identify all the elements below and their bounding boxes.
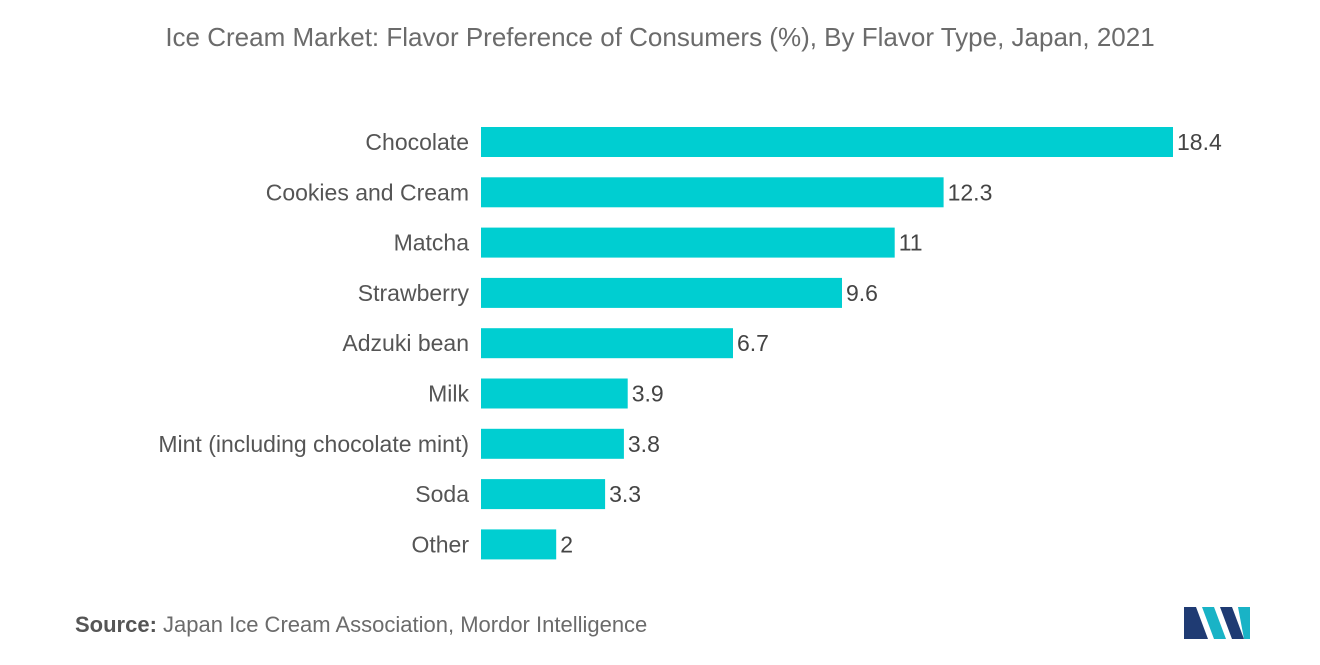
bar-matcha	[481, 227, 895, 258]
chart-title: Ice Cream Market: Flavor Preference of C…	[165, 22, 1155, 52]
value-label: 2	[560, 531, 573, 557]
bar-strawberry	[481, 277, 842, 308]
bar-soda	[481, 479, 606, 510]
category-label: Milk	[428, 381, 469, 407]
value-label: 12.3	[948, 179, 993, 205]
bar-chocolate	[481, 127, 1173, 157]
value-label: 11	[899, 230, 923, 256]
logo-shape-right-accent	[1220, 607, 1244, 639]
value-label: 3.8	[628, 431, 660, 457]
mordor-intelligence-logo-icon	[1184, 607, 1250, 639]
value-label: 3.3	[609, 481, 641, 507]
bar-chart: Chocolate Cookies and Cream Matcha Strawber…	[158, 127, 1222, 560]
bar-adzuki-bean	[481, 328, 733, 359]
source-note: Source: Japan Ice Cream Association, Mor…	[75, 612, 647, 638]
value-label: 9.6	[846, 280, 878, 306]
source-text: Japan Ice Cream Association, Mordor Inte…	[163, 612, 648, 637]
logo-shape-right	[1238, 607, 1250, 639]
logo-shape-mid	[1202, 607, 1226, 639]
category-label: Other	[411, 531, 469, 557]
category-label: Matcha	[394, 230, 470, 256]
category-label: Adzuki bean	[342, 330, 469, 356]
bar-other	[481, 529, 557, 560]
source-label: Source:	[75, 612, 157, 637]
category-label: Cookies and Cream	[266, 179, 469, 205]
bars-group	[481, 127, 1173, 560]
bar-milk	[481, 378, 628, 409]
value-label: 18.4	[1177, 129, 1222, 155]
category-label: Chocolate	[365, 129, 469, 155]
category-label: Soda	[415, 481, 469, 507]
category-labels-group: Chocolate Cookies and Cream Matcha Strawber…	[158, 129, 469, 557]
category-label: Strawberry	[358, 280, 470, 306]
value-label: 6.7	[737, 330, 769, 356]
category-label: Mint (including chocolate mint)	[158, 431, 469, 457]
logo-shape-left	[1184, 607, 1208, 639]
value-labels-group: 18.4 12.3 11 9.6 6.7 3.9 3.8 3.3 2	[560, 129, 1222, 557]
value-label: 3.9	[632, 381, 664, 407]
bar-cookies-and-cream	[481, 177, 944, 208]
bar-mint-including-chocolate-mint	[481, 428, 624, 459]
